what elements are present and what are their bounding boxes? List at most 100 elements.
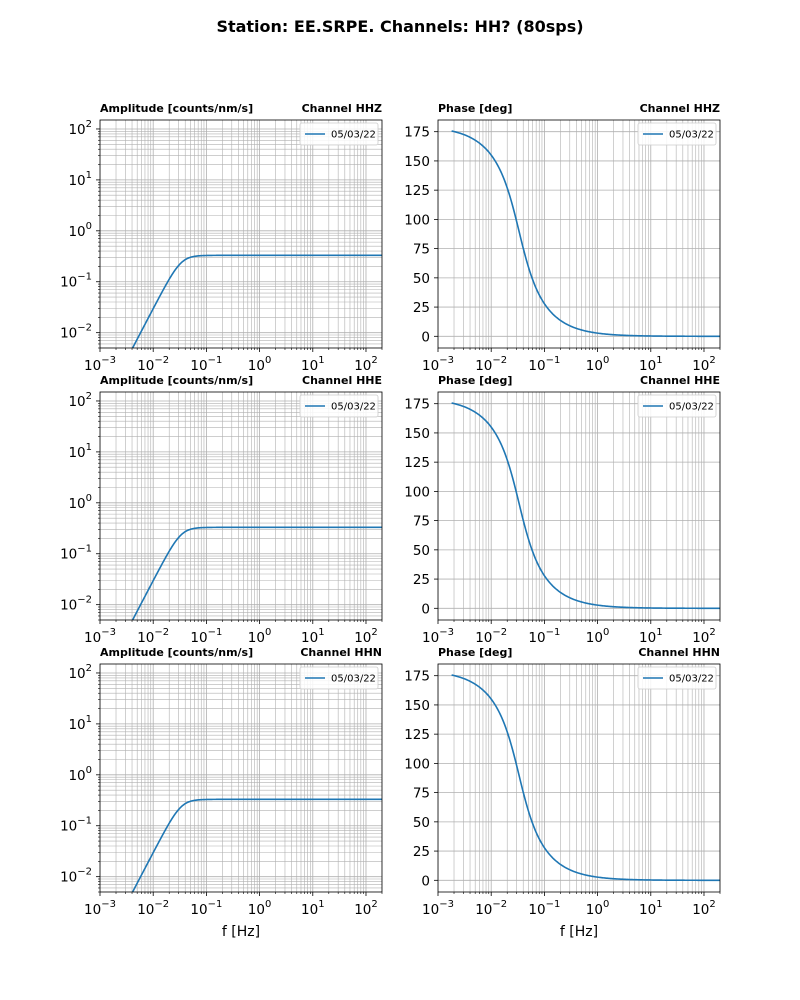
subplot-phase-channel-hhz: 10−3 10−2 10−1 100 101 102 0 25 50 75 100 125 150 175… — [404, 102, 721, 374]
x-axis-label: f [Hz] — [222, 924, 260, 940]
response-curve — [451, 402, 720, 610]
x-tick-label: 10−3 — [422, 899, 454, 918]
legend-box — [299, 122, 379, 146]
grid — [100, 392, 382, 620]
subplot-title-right: Channel HHE — [640, 374, 720, 387]
x-tick-label: 101 — [301, 899, 325, 918]
x-tick-label: 10−2 — [137, 627, 169, 646]
legend-label: 05/03/22 — [669, 402, 714, 413]
x-tick-label: 102 — [354, 627, 378, 646]
y-tick-label: 100 — [404, 756, 430, 772]
y-tick-label: 175 — [404, 669, 430, 685]
y-tick-label: 0 — [421, 873, 430, 889]
subplot-title-left: Amplitude [counts/nm/s] — [100, 646, 253, 659]
subplot-title-left: Amplitude [counts/nm/s] — [100, 374, 253, 387]
response-curve — [451, 130, 720, 338]
subplot-title-right: Channel HHN — [638, 646, 720, 659]
subplot-title-right: Channel HHE — [302, 374, 382, 387]
axes-frame — [99, 663, 383, 893]
figure-title: Station: EE.SRPE. Channels: HH? (80sps) — [216, 17, 583, 36]
legend-box — [637, 394, 717, 418]
y-tick-label: 150 — [404, 154, 430, 170]
x-tick-label: 101 — [301, 355, 325, 374]
legend: 05/03/22 — [299, 122, 379, 146]
grid — [438, 664, 720, 892]
y-tick-label: 100 — [68, 221, 92, 240]
x-tick-label: 10−3 — [422, 627, 454, 646]
x-tick-label: 10−3 — [84, 355, 116, 374]
x-tick-label: 100 — [586, 627, 610, 646]
y-tick-label: 10−1 — [60, 272, 92, 291]
axes-frame — [437, 391, 721, 621]
y-tick-label: 25 — [413, 844, 430, 860]
response-curve — [451, 674, 720, 882]
x-tick-label: 10−1 — [190, 355, 222, 374]
y-tick-label: 100 — [404, 212, 430, 228]
axes-frame — [437, 663, 721, 893]
legend-label: 05/03/22 — [331, 402, 376, 413]
subplot-title-left: Phase [deg] — [438, 102, 512, 115]
subplot-title-left: Phase [deg] — [438, 374, 512, 387]
x-tick-label: 100 — [248, 899, 272, 918]
response-curve — [131, 798, 382, 892]
subplot-title-right: Channel HHZ — [302, 102, 382, 115]
x-tick-label: 10−1 — [528, 627, 560, 646]
subplot-amplitude-channel-hhe: 10−3 10−2 10−1 100 101 102 10−2 10−1 100 101 102 Am… — [60, 374, 383, 646]
y-tick-label: 50 — [413, 543, 430, 559]
x-axis-label: f [Hz] — [560, 924, 598, 940]
y-tick-label: 101 — [68, 714, 92, 733]
y-tick-label: 101 — [68, 170, 92, 189]
x-tick-label: 101 — [639, 355, 663, 374]
legend-label: 05/03/22 — [669, 130, 714, 141]
legend-label: 05/03/22 — [331, 130, 376, 141]
x-tick-label: 10−2 — [475, 899, 507, 918]
subplot-title-left: Phase [deg] — [438, 646, 512, 659]
grid — [438, 120, 720, 348]
x-tick-label: 102 — [354, 899, 378, 918]
subplot-phase-channel-hhn: 10−3 10−2 10−1 100 101 102 0 25 50 75 100 125 150 175… — [404, 646, 721, 940]
legend-box — [299, 394, 379, 418]
x-tick-label: 101 — [639, 627, 663, 646]
legend-box — [299, 666, 379, 690]
x-tick-label: 10−1 — [190, 899, 222, 918]
y-tick-label: 100 — [68, 765, 92, 784]
axes-frame — [437, 119, 721, 349]
y-tick-label: 75 — [413, 786, 430, 802]
y-tick-label: 100 — [404, 484, 430, 500]
x-tick-label: 10−2 — [475, 627, 507, 646]
legend: 05/03/22 — [637, 122, 717, 146]
x-tick-label: 101 — [639, 899, 663, 918]
legend-box — [637, 122, 717, 146]
subplot-title-left: Amplitude [counts/nm/s] — [100, 102, 253, 115]
x-tick-label: 10−2 — [475, 355, 507, 374]
subplot-title-right: Channel HHZ — [640, 102, 720, 115]
x-tick-label: 100 — [586, 899, 610, 918]
y-tick-label: 102 — [68, 663, 92, 682]
x-tick-label: 10−3 — [84, 627, 116, 646]
y-tick-label: 0 — [421, 601, 430, 617]
response-curve — [131, 526, 382, 620]
y-tick-label: 25 — [413, 572, 430, 588]
legend: 05/03/22 — [299, 394, 379, 418]
axes-frame — [99, 119, 383, 349]
x-tick-label: 100 — [248, 355, 272, 374]
x-tick-label: 10−1 — [528, 899, 560, 918]
legend-label: 05/03/22 — [331, 674, 376, 685]
y-tick-label: 50 — [413, 271, 430, 287]
y-tick-label: 10−2 — [60, 595, 92, 614]
x-tick-label: 102 — [692, 355, 716, 374]
y-tick-label: 25 — [413, 300, 430, 316]
y-tick-label: 102 — [68, 391, 92, 410]
y-tick-label: 102 — [68, 119, 92, 138]
x-tick-label: 101 — [301, 627, 325, 646]
y-tick-label: 0 — [421, 329, 430, 345]
y-tick-label: 175 — [404, 125, 430, 141]
legend: 05/03/22 — [637, 394, 717, 418]
y-tick-label: 150 — [404, 698, 430, 714]
subplot-phase-channel-hhe: 10−3 10−2 10−1 100 101 102 0 25 50 75 100 125 150 175… — [404, 374, 721, 646]
grid — [100, 120, 382, 348]
y-tick-label: 150 — [404, 426, 430, 442]
legend-box — [637, 666, 717, 690]
subplot-amplitude-channel-hhz: 10−3 10−2 10−1 100 101 102 10−2 10−1 100 101 102 Am… — [60, 102, 383, 374]
